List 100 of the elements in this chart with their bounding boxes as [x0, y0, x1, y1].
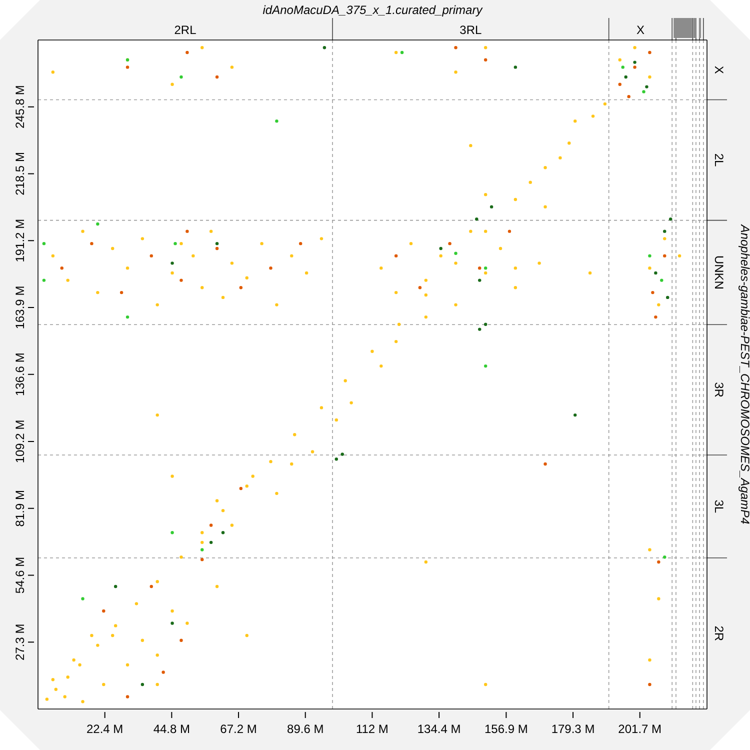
point: [200, 548, 204, 552]
point: [633, 60, 636, 64]
point: [657, 560, 660, 564]
point: [478, 278, 482, 282]
point: [239, 286, 243, 290]
y-tick-label: 245.8 M: [13, 85, 27, 129]
point: [215, 242, 219, 246]
text: 2L: [712, 153, 726, 168]
point: [180, 638, 183, 642]
point: [209, 540, 213, 544]
x-tick-label: 112 M: [356, 722, 388, 736]
point: [340, 452, 344, 456]
point: [162, 670, 165, 674]
x-tick-label: 44.8 M: [153, 722, 190, 736]
point: [150, 254, 153, 258]
chart-title: idAnoMacuDA_375_x_1.curated_primary: [262, 3, 484, 17]
point: [200, 558, 204, 562]
point: [90, 242, 94, 246]
point: [544, 462, 547, 466]
point: [140, 682, 144, 686]
point: [663, 556, 666, 559]
point: [642, 90, 646, 94]
point: [654, 315, 658, 319]
text: 3RL: [460, 23, 482, 37]
point: [478, 328, 482, 331]
point: [269, 266, 272, 270]
x-tick-label: 179.3 M: [551, 722, 595, 736]
point: [42, 278, 46, 282]
point: [114, 584, 118, 588]
point: [478, 266, 482, 270]
point: [648, 682, 652, 686]
point: [215, 246, 219, 250]
point: [645, 85, 648, 88]
point: [484, 58, 488, 62]
y-tick-label: 109.2 M: [13, 420, 27, 464]
point: [574, 413, 577, 417]
point: [621, 66, 624, 69]
point: [484, 364, 488, 368]
point: [663, 230, 666, 233]
point: [648, 50, 652, 54]
point: [418, 286, 422, 290]
y-tick-label: 218.5 M: [13, 152, 27, 196]
point: [668, 217, 672, 221]
y-tick-label: 136.6 M: [13, 352, 27, 396]
point: [180, 75, 183, 79]
point: [298, 242, 302, 246]
y-tick-label: 81.9 M: [13, 490, 27, 527]
point: [648, 254, 652, 258]
point: [660, 278, 664, 282]
point: [215, 75, 219, 79]
point: [448, 242, 452, 246]
point: [334, 458, 338, 461]
point: [633, 66, 636, 69]
point: [102, 609, 106, 613]
point: [484, 322, 488, 326]
point: [618, 82, 622, 86]
x-tick-label: 201.7 M: [618, 722, 662, 736]
point: [651, 290, 654, 294]
point: [186, 230, 189, 233]
text: 3L: [712, 500, 726, 514]
point: [60, 266, 64, 270]
point: [126, 695, 130, 698]
point: [170, 622, 174, 625]
text: 3R: [712, 382, 726, 398]
x-tick-label: 67.2 M: [220, 722, 257, 736]
point: [454, 252, 458, 255]
text: 2RL: [174, 23, 197, 37]
point: [96, 222, 100, 226]
point: [174, 242, 177, 246]
point: [209, 524, 213, 527]
x-tick-label: 134.4 M: [417, 722, 461, 736]
point: [170, 531, 174, 534]
point: [275, 119, 278, 123]
x-tick-label: 89.6 M: [287, 722, 324, 736]
point: [508, 230, 512, 233]
point: [186, 50, 189, 54]
y-tick-label: 163.9 M: [13, 286, 27, 330]
text: X: [712, 66, 726, 74]
text: X: [636, 23, 644, 37]
x-tick-label: 22.4 M: [86, 722, 124, 736]
point: [120, 290, 124, 294]
point: [484, 266, 488, 270]
point: [627, 94, 630, 98]
point: [394, 254, 398, 258]
point: [475, 217, 478, 221]
point: [126, 66, 130, 69]
point: [126, 315, 130, 319]
y-tick-label: 191.2 M: [13, 218, 27, 262]
point: [439, 246, 442, 250]
text: UNKN: [712, 255, 726, 290]
text: 2R: [712, 626, 726, 642]
point: [42, 242, 46, 246]
point: [490, 205, 494, 208]
x-tick-label: 156.9 M: [484, 722, 528, 736]
point: [170, 262, 174, 265]
point: [221, 531, 225, 534]
point: [666, 296, 670, 300]
point: [239, 486, 243, 490]
y2-axis-title: Anopheles-gambiae-PEST_CHROMOSOMES_AgamP4: [738, 224, 750, 525]
point: [400, 50, 404, 54]
